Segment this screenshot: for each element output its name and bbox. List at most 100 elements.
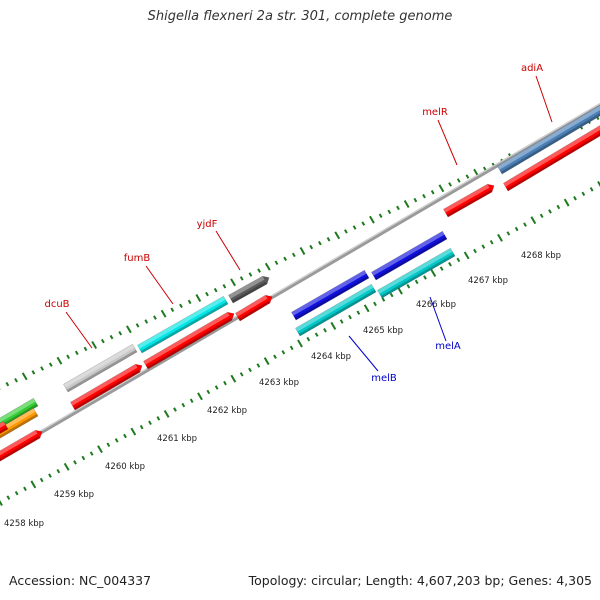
gene-labels: dcuB fumB yjdF melR adiA melB melA — [44, 63, 553, 384]
ruler-label: 4260 kbp — [105, 462, 145, 472]
genome-summary: Topology: circular; Length: 4,607,203 bp… — [248, 573, 592, 588]
cds-fumB-shade — [146, 317, 232, 369]
outer-tick — [144, 319, 149, 324]
gene-melB-right-highlight — [371, 231, 445, 276]
outer-tick — [31, 370, 36, 375]
cds-yjdF-shade — [238, 300, 270, 321]
inner-tick — [456, 257, 461, 263]
inner-tick — [73, 460, 77, 465]
outer-tick — [195, 294, 202, 302]
outer-tick — [422, 193, 426, 199]
inner-tick — [173, 407, 177, 412]
outer-tick — [438, 184, 445, 193]
outer-tick — [222, 284, 227, 289]
gene-fumB-highlight — [137, 296, 226, 349]
inner-tick — [373, 301, 377, 307]
outer-tick — [248, 272, 253, 277]
outer-tick — [83, 346, 88, 352]
outer-tick — [465, 174, 470, 179]
forward-gene-left-green-shade — [0, 403, 38, 429]
outer-tick — [100, 338, 105, 344]
cds-left-1 — [0, 429, 43, 462]
inner-tick — [556, 204, 561, 210]
inner-tick — [439, 266, 444, 271]
inner-tick — [30, 480, 37, 489]
ruler-labels: 4258 kbp 4259 kbp 4260 kbp 4261 kbp 4262 kbp… — [4, 251, 561, 529]
genome-backbone — [0, 102, 600, 459]
gene-adiA-highlight — [497, 105, 600, 170]
outer-tick — [361, 221, 366, 226]
outer-tick — [187, 299, 192, 305]
outer-tick — [91, 341, 98, 349]
outer-tick — [283, 256, 288, 262]
inner-tick — [206, 389, 211, 395]
inner-tick — [181, 402, 186, 408]
inner-tick — [214, 385, 219, 390]
inner-tick — [489, 240, 494, 245]
cds-adiA-shade — [506, 133, 600, 191]
inner-tick — [406, 284, 411, 289]
outer-tick — [160, 309, 167, 318]
outer-tick — [230, 278, 236, 287]
inner-tick — [281, 350, 286, 355]
outer-tick — [299, 247, 306, 255]
outer-tick — [334, 231, 341, 240]
ruler-label: 4265 kbp — [363, 326, 403, 336]
inner-tick — [163, 409, 170, 418]
outer-tick — [430, 190, 435, 195]
gene-melA-left — [295, 283, 377, 337]
outer-tick — [403, 200, 410, 208]
inner-tick — [156, 416, 161, 421]
cds-dcuB-highlight — [70, 364, 138, 406]
gene-melA-right-shade — [380, 253, 455, 298]
accession-label: Accession: NC_004337 — [9, 573, 152, 588]
inner-tick — [589, 187, 594, 192]
gene-melB-right — [371, 230, 448, 281]
ruler-label: 4264 kbp — [311, 352, 351, 362]
gene-label-melB: melB — [371, 373, 397, 384]
outer-tick — [135, 323, 140, 328]
outer-tick — [66, 354, 70, 359]
outer-tick — [257, 268, 261, 273]
cds-dcuB — [70, 363, 143, 411]
inner-tick — [314, 332, 319, 337]
cds-fumB-highlight — [143, 312, 230, 365]
cds-yjdF — [235, 294, 273, 322]
leader-line-melR — [437, 119, 458, 166]
leader-line-fumB — [145, 265, 174, 305]
outer-tick — [21, 372, 28, 381]
cds-left-1-highlight — [0, 430, 38, 456]
leader-line-melB — [348, 335, 379, 372]
outer-tick — [153, 315, 157, 320]
inner-tick — [139, 424, 144, 430]
ruler-label: 4261 kbp — [157, 434, 197, 444]
gene-melB-left-shade — [294, 275, 369, 320]
inner-tick — [148, 420, 152, 425]
gene-yjdF-highlight — [228, 276, 265, 299]
gene-dcuB-highlight — [63, 344, 135, 388]
ruler-label: 4258 kbp — [4, 519, 44, 529]
inner-tick — [130, 427, 137, 436]
outer-tick — [14, 378, 18, 383]
inner-tick — [573, 195, 577, 201]
outer-tick — [456, 178, 461, 183]
inner-tick — [339, 319, 344, 324]
forward-gene-left-orange-shade — [0, 413, 38, 439]
outer-tick — [369, 215, 375, 224]
inner-tick — [463, 251, 470, 260]
cds-fumB — [143, 311, 235, 370]
gene-melA-right — [377, 247, 456, 299]
gene-adiA — [497, 105, 600, 175]
gene-label-melR: melR — [422, 107, 448, 118]
inner-tick — [330, 321, 337, 330]
inner-tick — [323, 328, 327, 333]
gene-yjdF-shade — [231, 281, 267, 303]
inner-tick — [473, 248, 477, 254]
inner-tick — [481, 244, 486, 249]
inner-tick — [197, 392, 203, 401]
cds-left-1-shade — [0, 435, 40, 462]
inner-tick — [48, 473, 52, 478]
inner-tick — [363, 304, 370, 313]
gene-fumB — [137, 295, 229, 354]
